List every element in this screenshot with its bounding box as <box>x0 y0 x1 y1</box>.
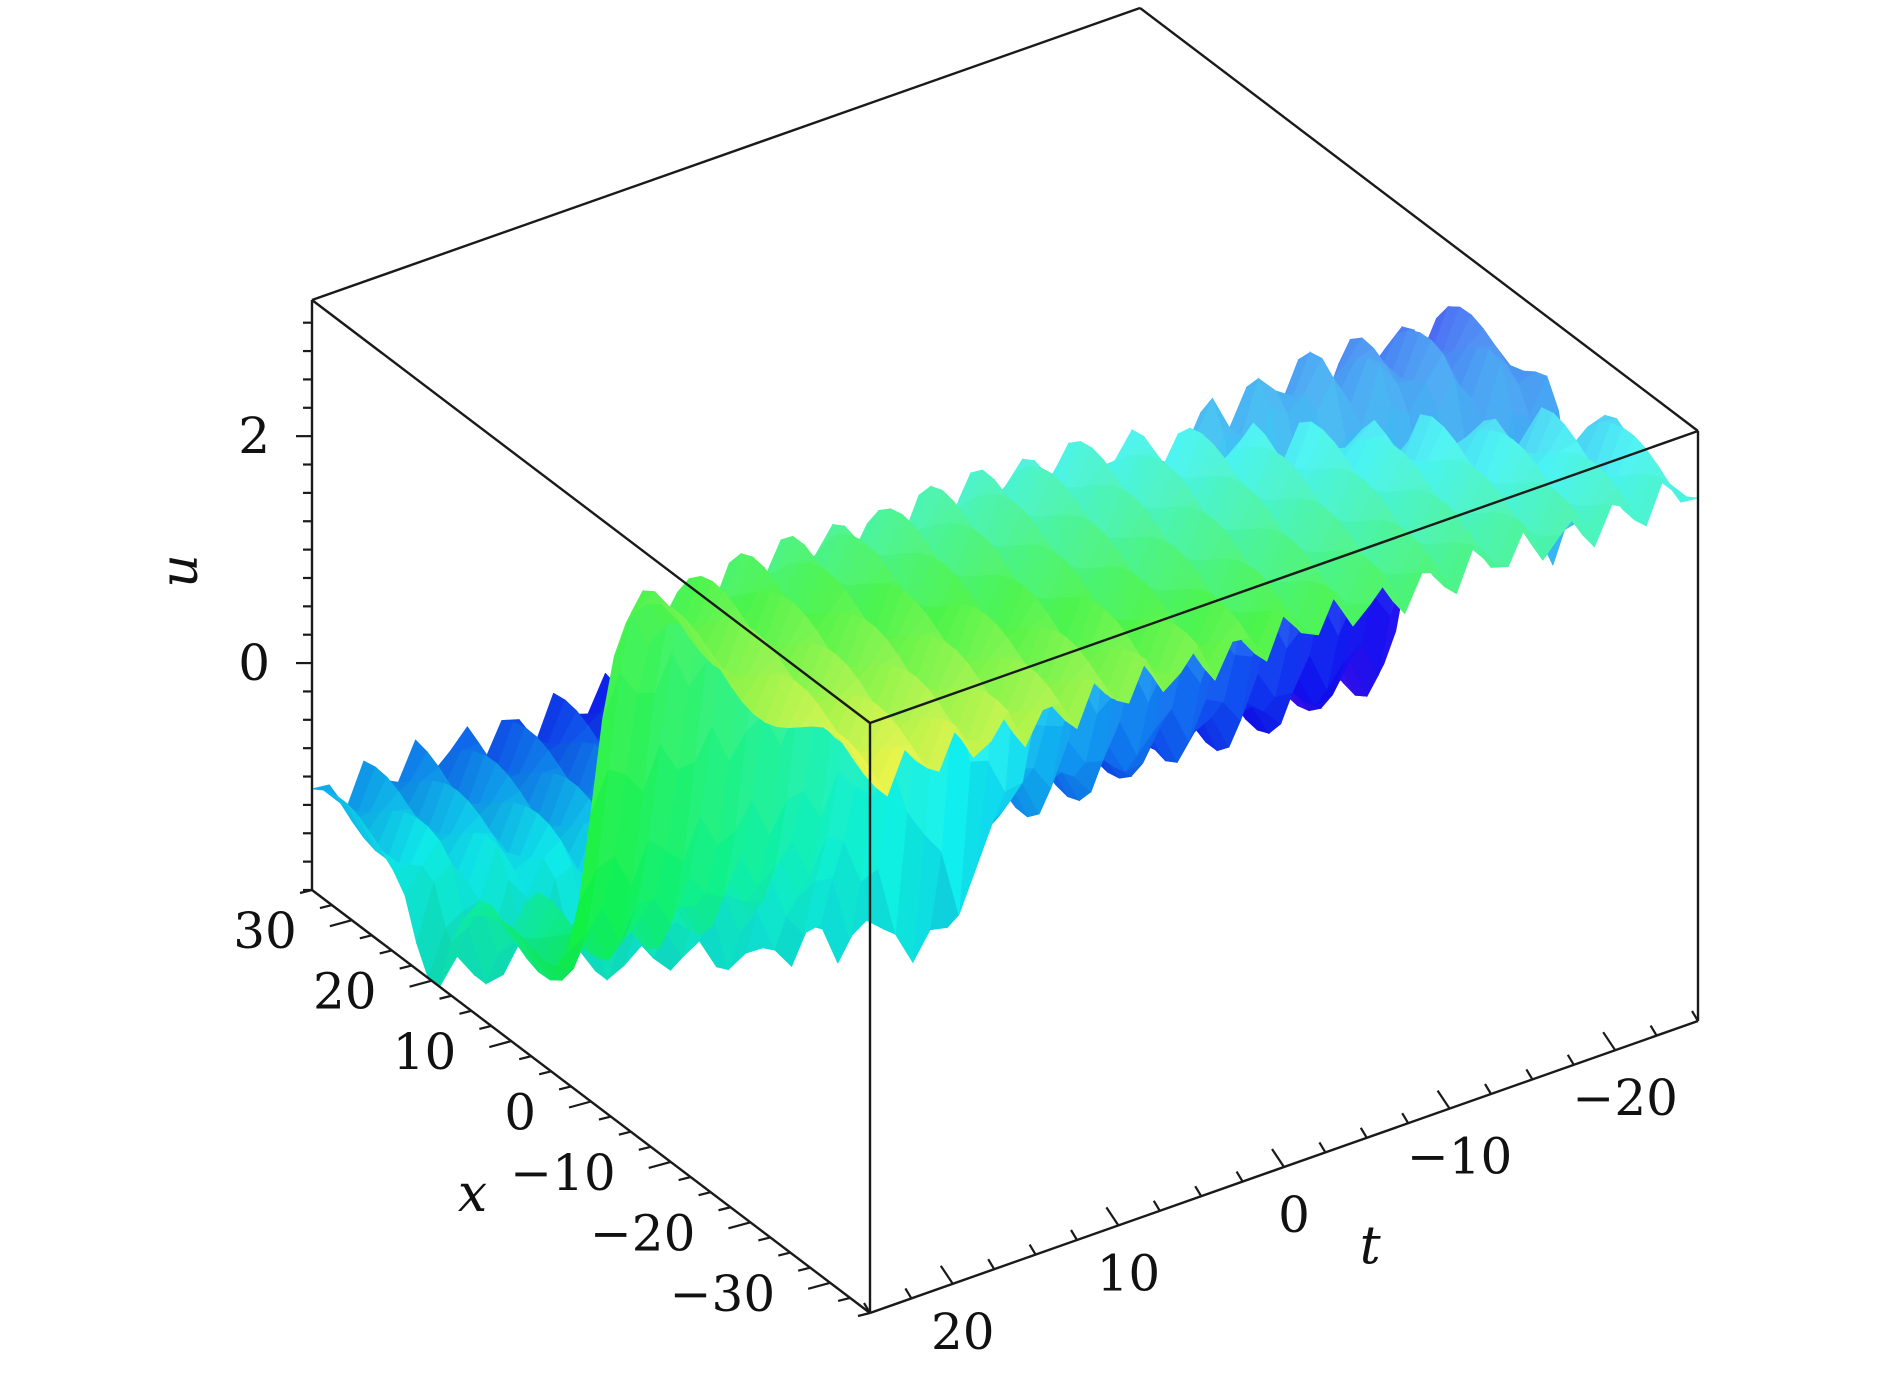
x-tick <box>538 1070 552 1076</box>
x-tick <box>359 934 373 940</box>
x-tick <box>718 1206 731 1212</box>
u-tick-label: 0 <box>238 634 270 692</box>
surface-patch <box>311 784 342 804</box>
t-tick-label: −10 <box>1407 1128 1513 1186</box>
t-tick <box>1152 1200 1161 1212</box>
t-axis-label: t <box>1360 1217 1381 1277</box>
x-tick <box>488 1040 512 1049</box>
t-tick <box>1271 1148 1285 1168</box>
t-tick <box>1359 1127 1368 1139</box>
x-tick <box>409 979 432 988</box>
x-tick-label: −20 <box>590 1204 696 1262</box>
t-tick <box>1649 1025 1658 1037</box>
t-tick <box>1602 1031 1617 1051</box>
t-axis: −20 −10 0 10 20 t <box>863 1010 1699 1361</box>
t-tick <box>1235 1171 1244 1183</box>
t-tick-label: 20 <box>931 1303 995 1361</box>
x-tick-label: −30 <box>670 1265 776 1323</box>
t-tick <box>904 1287 913 1299</box>
x-tick <box>728 1221 751 1230</box>
x-tick <box>518 1055 532 1061</box>
t-tick <box>939 1265 954 1285</box>
t-tick <box>1691 1010 1699 1022</box>
t-tick <box>1566 1054 1575 1066</box>
x-tick <box>678 1175 691 1182</box>
x-tick <box>857 1311 871 1318</box>
x-tick <box>558 1085 572 1091</box>
t-tick <box>1028 1244 1037 1256</box>
t-tick-label: 10 <box>1097 1244 1161 1302</box>
x-tick <box>778 1251 791 1257</box>
t-tick <box>987 1258 996 1270</box>
box-edge <box>869 429 1699 725</box>
x-tick-label: 10 <box>393 1023 457 1081</box>
x-tick <box>379 949 392 955</box>
x-tick <box>319 904 333 910</box>
box-edge <box>1139 7 1699 432</box>
x-tick <box>618 1130 632 1136</box>
u-axis: 0 2 u <box>150 321 312 892</box>
surface-patch <box>1668 483 1699 503</box>
x-tick <box>439 994 452 1000</box>
surface-patch <box>858 752 888 797</box>
x-tick <box>598 1115 612 1121</box>
t-tick <box>1194 1185 1203 1197</box>
x-axis-label: x <box>458 1164 487 1224</box>
t-tick <box>1484 1083 1492 1095</box>
u-tick-label: 2 <box>238 407 270 465</box>
x-tick <box>299 888 313 895</box>
t-tick <box>1525 1068 1534 1080</box>
x-tick <box>329 919 353 928</box>
t-tick <box>1105 1206 1120 1227</box>
u-axis-label: u <box>150 554 210 588</box>
x-tick <box>459 1009 472 1015</box>
surface-group <box>311 306 1699 987</box>
x-tick <box>638 1145 652 1151</box>
x-tick <box>648 1160 672 1169</box>
t-tick <box>1318 1141 1327 1153</box>
t-tick-label: −20 <box>1572 1069 1678 1127</box>
x-tick-label: 0 <box>504 1084 536 1142</box>
x-tick <box>399 964 412 970</box>
box-edge <box>311 6 1141 302</box>
t-tick <box>1070 1229 1078 1241</box>
t-tick <box>1401 1112 1410 1124</box>
x-tick <box>568 1100 592 1109</box>
x-tick <box>698 1191 711 1197</box>
t-tick <box>863 1302 871 1314</box>
t-tick <box>1436 1089 1451 1110</box>
x-tick <box>797 1266 811 1272</box>
x-tick <box>479 1024 492 1031</box>
t-tick-label: 0 <box>1278 1186 1310 1244</box>
x-tick-label: 20 <box>313 963 377 1021</box>
x-tick-label: 30 <box>233 902 297 960</box>
x-tick <box>807 1281 831 1290</box>
x-tick <box>837 1296 851 1302</box>
x-tick-label: −10 <box>510 1144 616 1202</box>
x-axis: −30−20−100 10 20 30 x <box>233 888 871 1323</box>
box-edge <box>311 299 871 724</box>
x-tick <box>758 1236 771 1242</box>
